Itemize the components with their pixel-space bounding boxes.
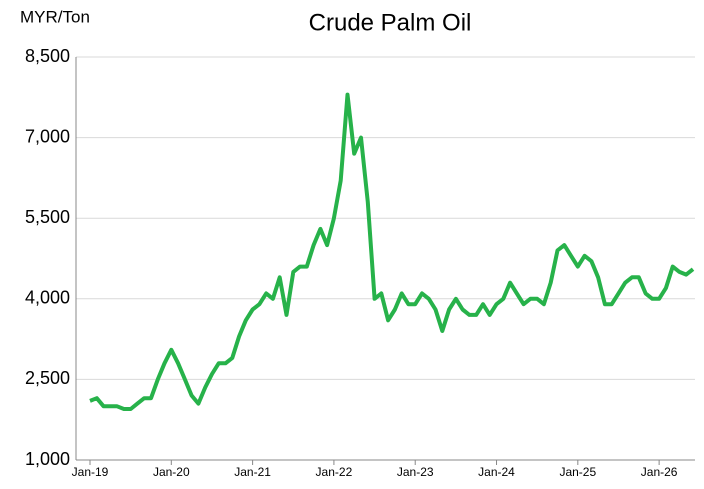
y-tick-label: 2,500 xyxy=(25,368,70,388)
x-tick-label: Jan-20 xyxy=(153,465,190,479)
x-tick-label: Jan-23 xyxy=(397,465,434,479)
x-tick-label: Jan-26 xyxy=(641,465,678,479)
x-tick-label: Jan-21 xyxy=(234,465,271,479)
y-tick-label: 1,000 xyxy=(25,449,70,469)
data-line xyxy=(89,92,695,411)
y-tick-label: 5,500 xyxy=(25,207,70,227)
y-tick-label: 4,000 xyxy=(25,288,70,308)
y-tick-label: 8,500 xyxy=(25,46,70,66)
y-axis-label: MYR/Ton xyxy=(20,7,90,26)
x-tick-label: Jan-24 xyxy=(478,465,515,479)
x-tick-label: Jan-25 xyxy=(559,465,596,479)
chart-title: Crude Palm Oil xyxy=(309,9,472,36)
y-tick-label: 7,000 xyxy=(25,126,70,146)
x-tick-label: Jan-22 xyxy=(316,465,353,479)
x-tick-label: Jan-19 xyxy=(72,465,109,479)
